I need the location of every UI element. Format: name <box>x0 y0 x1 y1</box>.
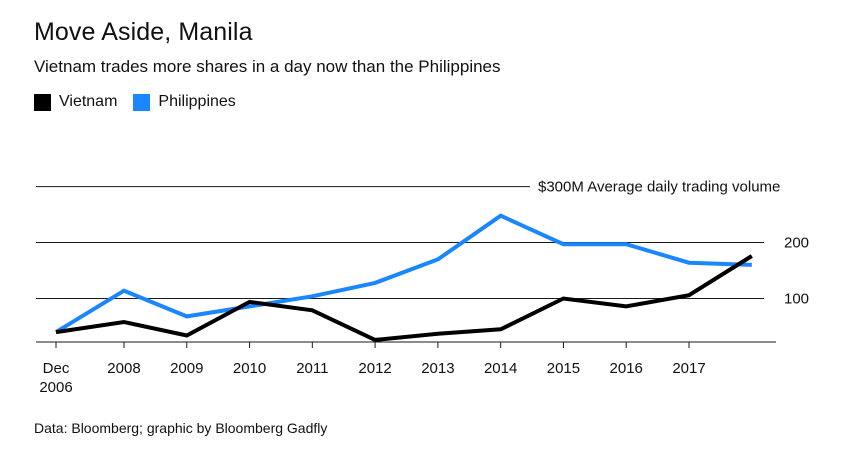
legend-swatch-vietnam <box>34 93 51 111</box>
chart-title: Move Aside, Manila <box>34 18 253 46</box>
x-tick-label-2013: 2013 <box>421 360 454 377</box>
series-lines <box>54 213 753 342</box>
legend-item-philippines: Philippines <box>133 93 236 111</box>
x-axis: Dec 2006 2008 2009 2010 2011 2012 2013 2014 2015 2… <box>36 341 776 396</box>
legend-label-philippines: Philippines <box>158 93 236 110</box>
x-tick-label-2016: 2016 <box>610 360 643 377</box>
y-tick-label-200: 200 <box>784 235 809 252</box>
x-tick-label2-2006: 2006 <box>39 379 72 396</box>
x-tick-label-2009: 2009 <box>170 360 203 377</box>
series-line-philippines <box>54 213 752 334</box>
x-tick-label-2017: 2017 <box>672 360 705 377</box>
chart-subtitle: Vietnam trades more shares in a day now … <box>34 57 501 76</box>
x-tick-label-Dec: Dec <box>43 360 70 377</box>
y-tick-label-300: $300M Average daily trading volume <box>538 179 780 196</box>
x-tick-label-2015: 2015 <box>547 360 580 377</box>
source-note: Data: Bloomberg; graphic by Bloomberg Ga… <box>34 420 328 436</box>
legend: Vietnam Philippines <box>34 93 252 111</box>
gridlines: $300M Average daily trading volume 200 100 <box>36 179 809 308</box>
legend-item-vietnam: Vietnam <box>34 93 117 111</box>
legend-swatch-philippines <box>133 93 151 111</box>
series-line-vietnam <box>55 254 753 342</box>
legend-label-vietnam: Vietnam <box>59 93 118 110</box>
x-tick-label-2014: 2014 <box>484 360 517 377</box>
x-tick-label-2012: 2012 <box>358 360 391 377</box>
x-tick-label-2011: 2011 <box>296 360 328 377</box>
y-tick-label-100: 100 <box>784 291 809 308</box>
x-tick-label-2008: 2008 <box>107 360 140 377</box>
x-tick-label-2010: 2010 <box>233 360 266 377</box>
